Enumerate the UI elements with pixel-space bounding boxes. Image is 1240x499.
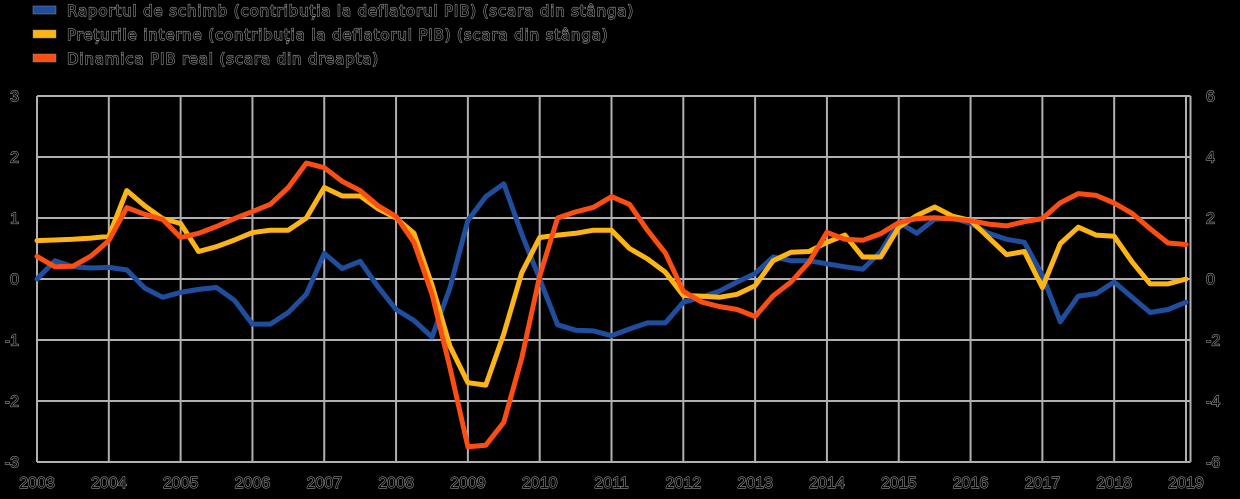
x-axis-tick-label: 2016 — [953, 475, 989, 492]
x-axis-tick-label: 2017 — [1025, 475, 1061, 492]
x-axis-tick-label: 2014 — [809, 475, 845, 492]
x-axis-tick-label: 2006 — [235, 475, 271, 492]
x-axis-tick-label: 2015 — [881, 475, 917, 492]
plot-tick-labels: 3 2 1 0 -1 -2 -3 6 4 2 0 -2 -4 -6 2003 2004 2005 2006 2007… — [4, 88, 1221, 493]
x-axis-tick-label: 2013 — [737, 475, 773, 492]
x-axis-tick-label: 2018 — [1096, 475, 1132, 492]
series-line-0 — [34, 181, 1189, 340]
right-axis-tick-label: 4 — [1206, 150, 1215, 167]
chart-legend: Raportul de schimb (contribuția la defla… — [32, 1, 634, 69]
x-axis-tick-label: 2019 — [1168, 475, 1204, 492]
x-axis-tick-label: 2005 — [163, 475, 199, 492]
x-axis-tick-label: 2004 — [91, 475, 127, 492]
x-axis-tick-label: 2010 — [522, 475, 558, 492]
left-axis-tick-label: -3 — [5, 455, 19, 472]
left-axis-tick-label: 2 — [10, 150, 19, 167]
x-axis-tick-label: 2008 — [378, 475, 414, 492]
right-axis-tick-label: 2 — [1206, 211, 1215, 228]
legend-label-preturile-interne: Prețurile interne (contribuția la deflat… — [67, 26, 608, 44]
left-axis-tick-label: -2 — [5, 394, 19, 411]
plot-grid — [36, 95, 1192, 463]
left-axis-tick-label: 1 — [10, 211, 19, 228]
x-axis-tick-label: 2011 — [594, 475, 629, 492]
legend-label-raportul-de-schimb: Raportul de schimb (contribuția la defla… — [67, 2, 634, 20]
right-axis-tick-label: -4 — [1206, 394, 1220, 411]
plot-series — [34, 160, 1189, 450]
right-axis-tick-label: -2 — [1206, 333, 1220, 350]
left-axis-tick-label: -1 — [5, 333, 19, 350]
x-axis-tick-label: 2012 — [666, 475, 702, 492]
right-axis-tick-label: 6 — [1206, 89, 1215, 106]
series-line-2 — [34, 160, 1189, 450]
legend-swatch-blue — [32, 5, 57, 15]
legend-swatch-yellow — [32, 29, 57, 39]
x-axis-tick-label: 2003 — [19, 475, 55, 492]
right-axis-tick-label: -6 — [1206, 455, 1220, 472]
left-axis-tick-label: 0 — [10, 272, 19, 289]
left-axis-tick-label: 3 — [10, 89, 19, 106]
right-axis-tick-label: 0 — [1206, 272, 1215, 289]
series-line-1 — [34, 185, 1189, 388]
legend-swatch-orange — [32, 53, 57, 63]
legend-label-dinamica-pib: Dinamica PIB real (scara din dreapta) — [67, 50, 379, 68]
x-axis-tick-label: 2009 — [450, 475, 486, 492]
x-axis-tick-label: 2007 — [306, 475, 342, 492]
